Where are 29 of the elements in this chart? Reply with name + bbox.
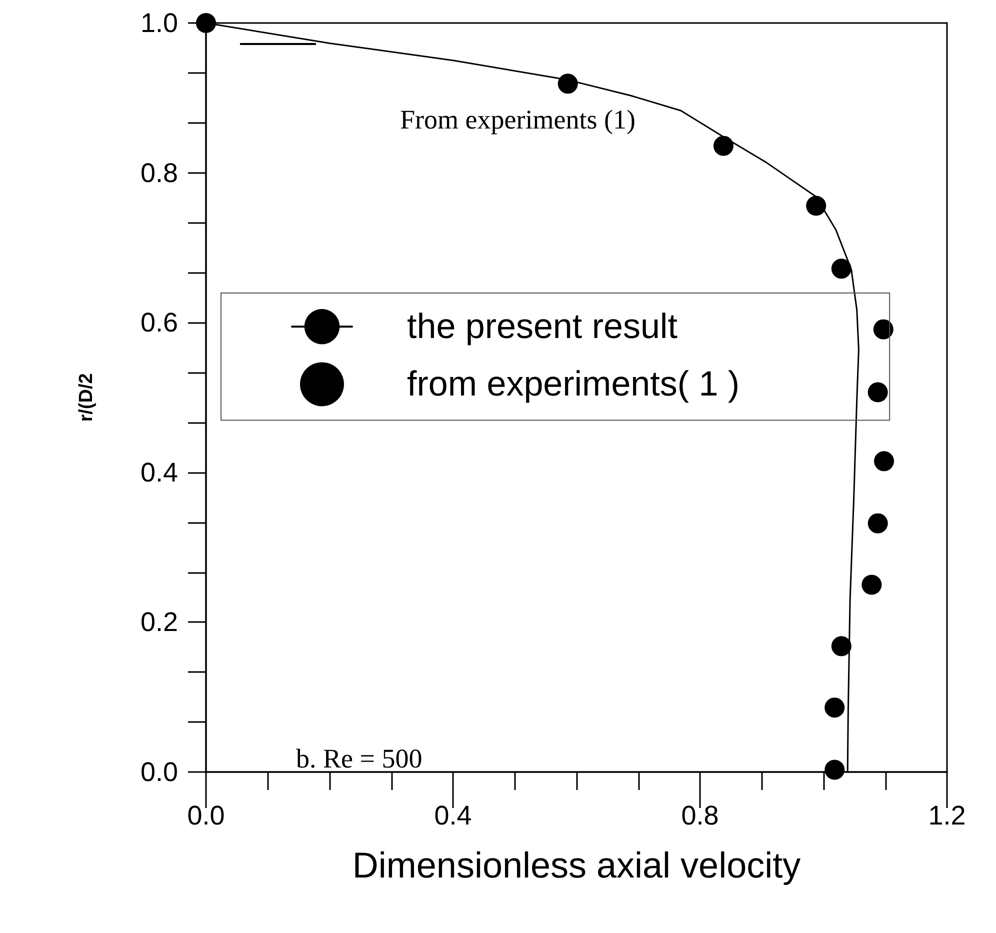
y-tick-label: 0.2 (140, 607, 178, 638)
point (831, 636, 852, 656)
point (558, 74, 578, 94)
point (196, 13, 216, 33)
point (873, 319, 894, 340)
y-tick-label: 0.0 (140, 757, 178, 787)
legend-label: from experiments( 1 ) (407, 364, 740, 404)
point (868, 382, 888, 402)
point (824, 760, 845, 780)
point (874, 451, 894, 472)
x-axis-title: Dimensionless axial velocity (352, 844, 801, 886)
y-tick-label: 0.6 (140, 308, 178, 338)
y-axis-title: r/(D/2 (76, 373, 97, 422)
annotation: From experiments (1) (400, 104, 636, 134)
point (868, 513, 888, 534)
y-tick-label: 1.0 (140, 8, 178, 38)
x-tick-label: 0.0 (187, 800, 225, 830)
x-tick-label: 0.4 (434, 800, 472, 830)
point (831, 258, 852, 279)
point (824, 698, 845, 718)
y-tick-label: 0.4 (140, 457, 178, 488)
x-tick-label: 0.8 (681, 800, 719, 830)
x-tick-label: 1.2 (928, 800, 966, 830)
legend-label: the present result (407, 307, 678, 346)
point (806, 196, 826, 216)
y-tick-label: 0.8 (140, 158, 178, 188)
point (713, 136, 734, 156)
point (862, 574, 882, 595)
annotation: b. Re = 500 (296, 744, 422, 774)
